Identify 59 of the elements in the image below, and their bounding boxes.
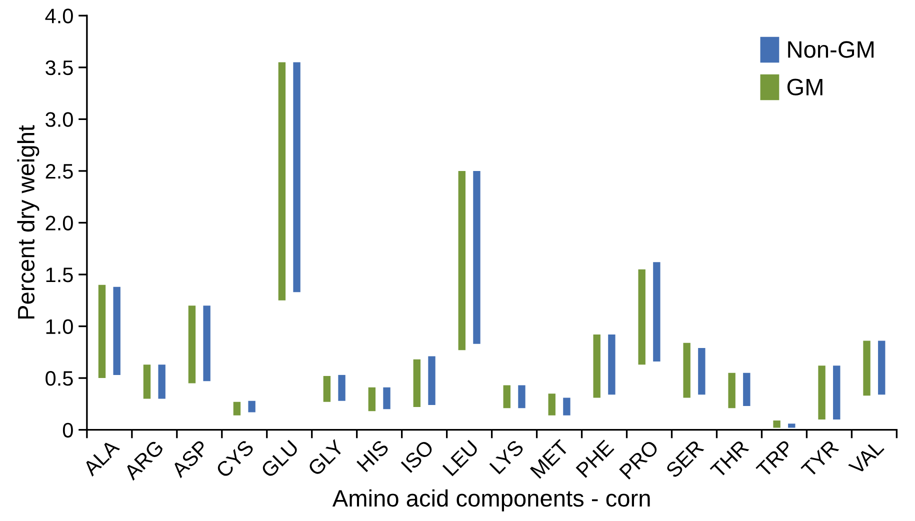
bar <box>833 366 840 420</box>
bar <box>323 376 331 402</box>
bar <box>788 424 796 428</box>
x-tick-label: LYS <box>489 439 524 475</box>
bar <box>593 334 600 398</box>
bar <box>683 342 690 398</box>
y-tick-label: 2.0 <box>46 216 73 230</box>
bar <box>743 372 750 406</box>
x-tick-label: ALA <box>82 438 120 477</box>
bar <box>278 62 286 300</box>
bar <box>428 356 436 405</box>
y-tick-label: 2.5 <box>46 164 73 179</box>
x-tick-label: GLY <box>307 438 345 477</box>
bar <box>413 359 421 408</box>
bar <box>188 306 196 384</box>
bar <box>233 402 241 416</box>
bar <box>383 387 390 410</box>
bar <box>608 334 616 395</box>
x-tick-label: HIS <box>356 439 390 472</box>
y-tick-label: 1.0 <box>46 319 73 334</box>
bar <box>203 306 210 382</box>
y-tick-label: 3.0 <box>46 112 73 127</box>
bar <box>338 374 346 401</box>
bar <box>113 286 120 375</box>
y-tick-label: 3.5 <box>46 60 73 76</box>
x-axis-title: Amino acid components - corn <box>332 489 650 512</box>
x-tick-label: THR <box>710 439 750 479</box>
y-tick-label: 0 <box>62 422 73 438</box>
bar <box>503 385 510 408</box>
bar <box>878 340 886 395</box>
bar <box>98 284 106 378</box>
legend-label: GM <box>787 78 822 96</box>
bar <box>698 348 706 395</box>
bar <box>473 170 480 344</box>
bar <box>248 400 256 412</box>
bar <box>818 366 826 420</box>
bar <box>548 394 556 416</box>
bar <box>458 170 466 350</box>
bar <box>518 385 526 408</box>
x-tick-label: CYS <box>215 439 255 479</box>
x-tick-label: TRP <box>756 439 794 478</box>
bar <box>638 269 646 365</box>
y-tick-label: 1.5 <box>46 268 73 282</box>
bar <box>773 420 780 428</box>
bar <box>653 262 660 362</box>
y-axis-title: Percent dry weight <box>17 125 40 319</box>
bar <box>728 372 736 408</box>
x-tick-label: ISO <box>400 439 434 473</box>
y-tick-label: 4.0 <box>45 8 73 24</box>
x-tick-label: VAL <box>848 439 884 476</box>
y-tick-label: 0.5 <box>46 371 73 386</box>
bar <box>368 387 376 412</box>
bar <box>143 364 151 399</box>
bar <box>293 62 300 292</box>
bar <box>863 340 870 396</box>
legend-label: Non-GM <box>788 41 874 58</box>
x-tick-label: TYR <box>800 439 840 478</box>
bar <box>563 398 570 416</box>
bar <box>158 364 166 399</box>
